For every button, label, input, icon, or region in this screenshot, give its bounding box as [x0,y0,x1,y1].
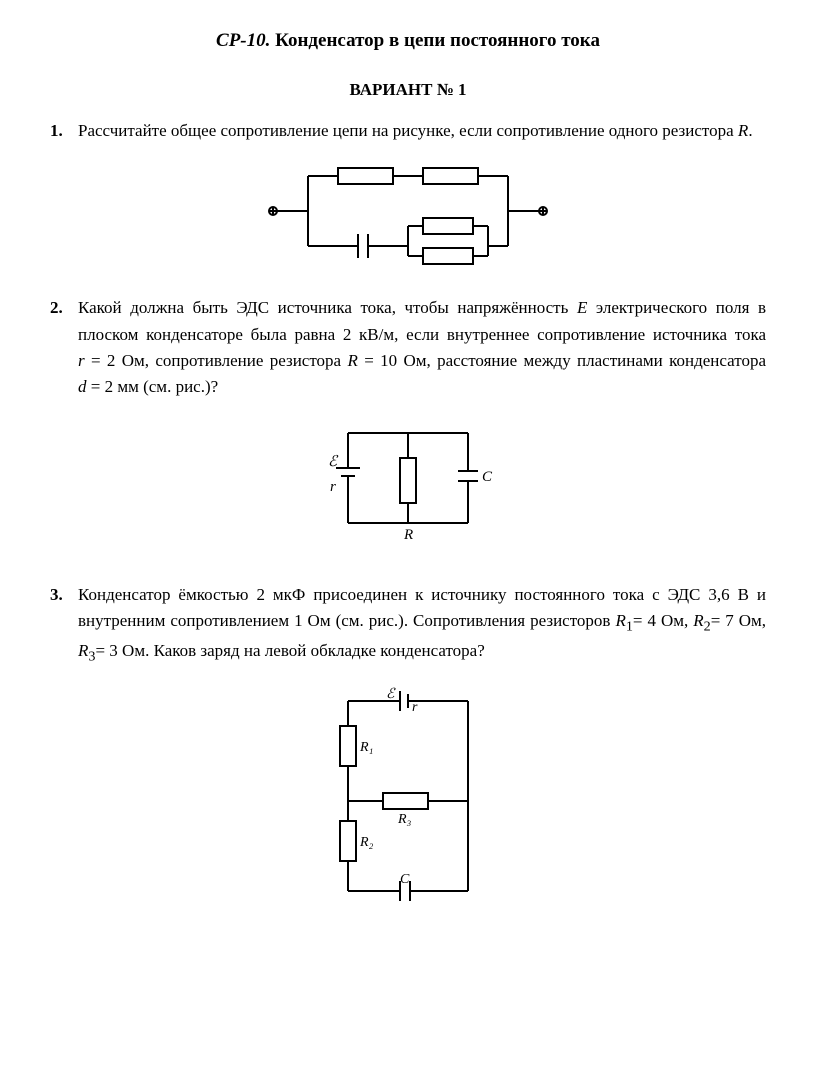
circuit-3-svg: ℰ r R₁ R₃ R₂ C [318,681,498,911]
circuit-2-svg: ℰ r R C [308,413,508,553]
variant-label: ВАРИАНТ № 1 [50,80,766,100]
label-r: r [330,479,336,495]
problem-1: 1. Рассчитайте общее сопротивление цепи … [50,118,766,144]
label-R2: R₂ [359,835,374,850]
title-prefix: СР-10. [216,30,270,51]
title-text: Конденсатор в цепи постоянного тока [275,30,600,51]
label-C: C [482,469,493,485]
problem-number: 2. [50,295,78,400]
problem-text: Какой должна быть ЭДС источника тока, чт… [78,295,766,400]
label-r: r [412,700,418,715]
label-C: C [400,872,410,887]
label-R1: R₁ [359,740,373,755]
problem-3: 3. Конденсатор ёмкостью 2 мкФ присоедине… [50,582,766,669]
figure-3: ℰ r R₁ R₃ R₂ C [50,681,766,916]
problem-number: 1. [50,118,78,144]
figure-1 [50,156,766,271]
label-R3: R₃ [397,812,412,827]
problem-text: Конденсатор ёмкостью 2 мкФ присоединен к… [78,582,766,669]
problem-2: 2. Какой должна быть ЭДС источника тока,… [50,295,766,400]
problem-text: Рассчитайте общее сопротивление цепи на … [78,118,766,144]
label-emf: ℰ [386,687,396,702]
figure-2: ℰ r R C [50,413,766,558]
doc-title: СР-10. Конденсатор в цепи постоянного то… [50,30,766,52]
label-R: R [403,527,413,543]
problem-number: 3. [50,582,78,669]
circuit-1-svg [258,156,558,266]
